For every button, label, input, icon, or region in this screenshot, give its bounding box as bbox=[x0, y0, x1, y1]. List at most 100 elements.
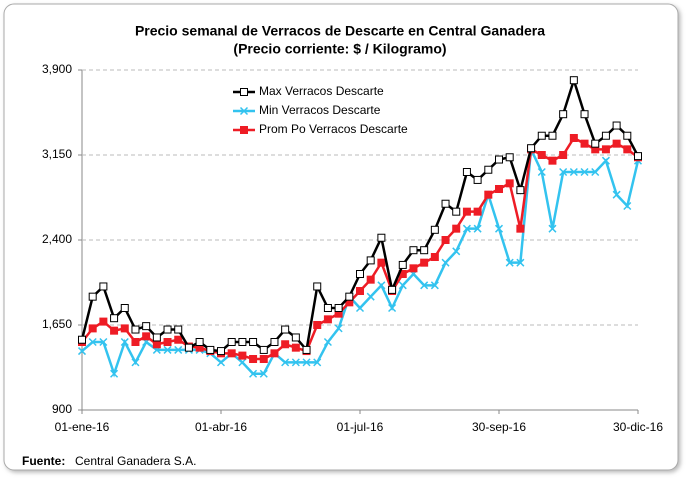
point-marker bbox=[334, 304, 343, 312]
point-marker bbox=[281, 358, 290, 367]
point-marker bbox=[238, 338, 247, 346]
point-marker bbox=[323, 304, 332, 312]
point-marker bbox=[601, 156, 610, 165]
point-marker bbox=[580, 110, 589, 119]
y-tick-label: 2,400 bbox=[42, 232, 72, 246]
point-marker bbox=[99, 317, 108, 326]
point-marker bbox=[356, 287, 364, 295]
point-marker bbox=[516, 224, 525, 233]
point-marker bbox=[420, 258, 429, 267]
point-marker bbox=[634, 152, 642, 161]
point-marker bbox=[612, 139, 621, 148]
point-marker bbox=[291, 333, 300, 342]
x-tick-label: 30-dic-16 bbox=[613, 420, 663, 434]
x-tick-label: 01-ene-16 bbox=[55, 420, 110, 434]
point-marker bbox=[88, 292, 97, 301]
point-marker bbox=[430, 253, 439, 261]
legend-marker bbox=[240, 126, 248, 134]
legend-marker bbox=[239, 106, 249, 116]
point-marker bbox=[259, 345, 268, 354]
point-marker bbox=[409, 264, 418, 273]
legend-label: Min Verracos Descarte bbox=[259, 103, 381, 117]
point-marker bbox=[505, 153, 514, 162]
point-marker bbox=[548, 224, 557, 233]
point-marker bbox=[623, 131, 632, 140]
point-marker bbox=[120, 324, 129, 333]
point-marker bbox=[195, 338, 204, 346]
point-marker bbox=[462, 207, 471, 216]
point-marker bbox=[505, 258, 514, 267]
point-marker bbox=[345, 292, 354, 301]
point-marker bbox=[516, 186, 525, 195]
point-marker bbox=[227, 349, 236, 358]
source-label: Fuente: bbox=[22, 454, 65, 468]
point-marker bbox=[356, 270, 364, 278]
point-marker bbox=[142, 322, 151, 331]
point-marker bbox=[388, 303, 397, 313]
point-marker bbox=[249, 355, 258, 363]
y-tick-label: 1,650 bbox=[42, 317, 72, 331]
point-marker bbox=[612, 121, 621, 130]
point-marker bbox=[216, 358, 226, 367]
chart-frame bbox=[3, 3, 679, 471]
point-marker bbox=[559, 110, 568, 119]
point-marker bbox=[259, 369, 268, 378]
point-marker bbox=[131, 325, 140, 334]
point-marker bbox=[163, 325, 172, 334]
point-marker bbox=[131, 358, 140, 367]
point-marker bbox=[249, 338, 258, 346]
point-marker bbox=[452, 224, 461, 233]
point-marker bbox=[495, 185, 503, 193]
point-marker bbox=[259, 355, 268, 363]
point-marker bbox=[537, 131, 546, 140]
point-marker bbox=[388, 285, 397, 294]
point-marker bbox=[462, 168, 471, 176]
y-tick-label: 900 bbox=[52, 402, 72, 416]
source: Central Ganadera S.A. bbox=[75, 454, 196, 468]
point-marker bbox=[623, 201, 632, 211]
point-marker bbox=[174, 335, 183, 344]
point-marker bbox=[184, 343, 193, 352]
point-marker bbox=[110, 369, 119, 378]
point-marker bbox=[174, 325, 183, 334]
point-marker bbox=[398, 281, 407, 290]
point-marker bbox=[78, 335, 86, 344]
point-marker bbox=[377, 258, 386, 267]
point-marker bbox=[88, 324, 97, 333]
point-marker bbox=[537, 151, 546, 159]
point-marker bbox=[452, 247, 461, 256]
point-marker bbox=[473, 224, 482, 233]
point-marker bbox=[505, 179, 514, 188]
point-marker bbox=[473, 175, 482, 184]
point-marker bbox=[569, 167, 578, 177]
point-marker bbox=[238, 351, 247, 360]
point-marker bbox=[441, 258, 450, 267]
point-marker bbox=[313, 321, 322, 329]
point-marker bbox=[623, 145, 632, 154]
legend-marker bbox=[240, 88, 248, 96]
point-marker bbox=[601, 131, 610, 140]
point-marker bbox=[377, 281, 386, 290]
x-tick-label: 01-abr-16 bbox=[195, 420, 247, 434]
point-marker bbox=[174, 345, 183, 354]
point-marker bbox=[88, 337, 97, 347]
point-marker bbox=[302, 358, 311, 367]
point-marker bbox=[591, 167, 600, 177]
point-marker bbox=[548, 131, 557, 140]
point-marker bbox=[270, 349, 279, 358]
point-marker bbox=[291, 358, 300, 367]
point-marker bbox=[110, 314, 119, 323]
point-marker bbox=[302, 345, 311, 354]
point-marker bbox=[291, 343, 300, 352]
point-marker bbox=[462, 224, 471, 233]
point-marker bbox=[355, 303, 365, 313]
point-marker bbox=[601, 145, 610, 154]
point-marker bbox=[334, 324, 343, 333]
point-marker bbox=[441, 236, 450, 244]
point-marker bbox=[281, 340, 290, 349]
point-marker bbox=[99, 337, 108, 347]
point-marker bbox=[569, 76, 578, 85]
point-marker bbox=[323, 315, 332, 324]
point-marker bbox=[142, 332, 151, 341]
point-marker bbox=[559, 167, 568, 177]
